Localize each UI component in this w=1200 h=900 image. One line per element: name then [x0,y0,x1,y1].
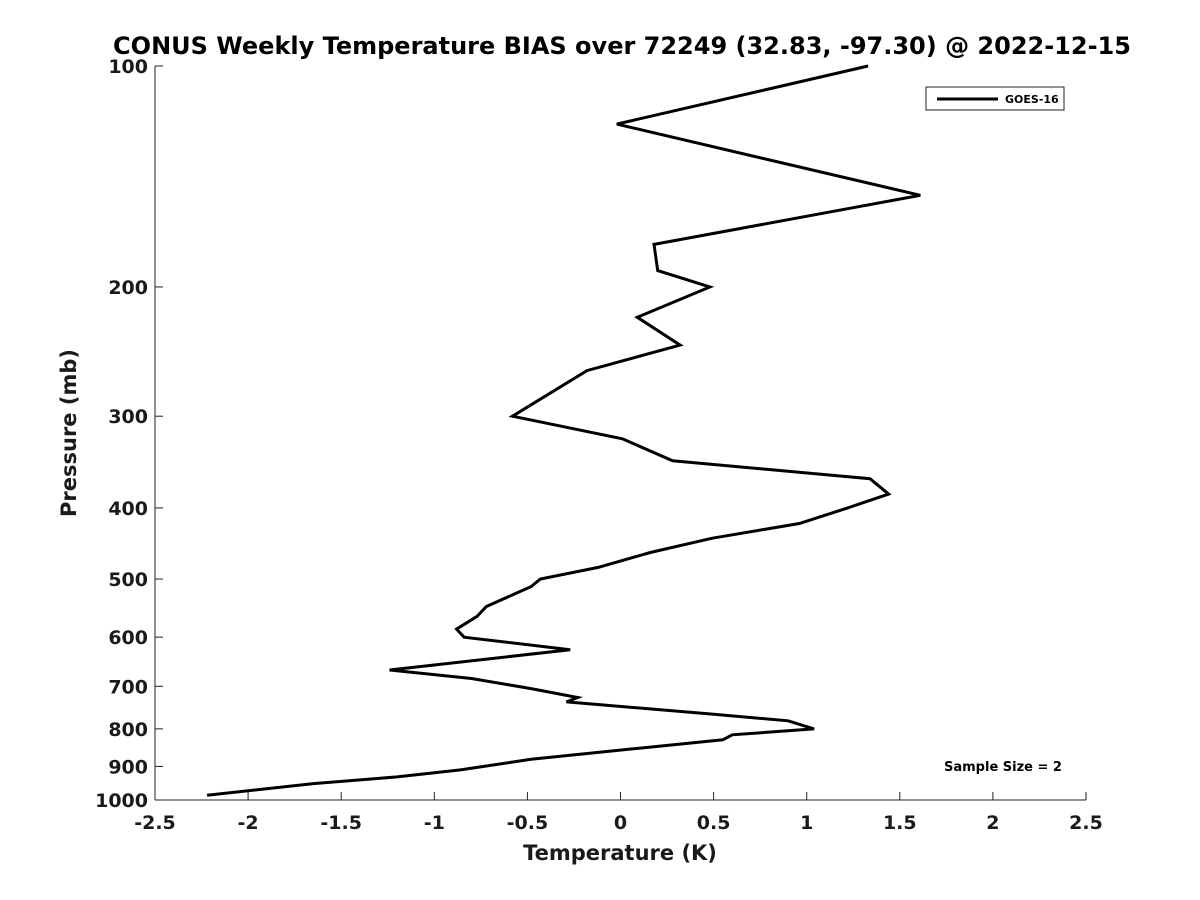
x-tick-label: 2 [986,812,999,834]
x-tick-label: 0 [614,812,627,834]
x-tick-label: 1.5 [883,812,917,834]
y-tick-label: 200 [108,277,148,299]
y-tick-label: 400 [108,498,148,520]
y-tick-label: 500 [108,569,148,591]
x-tick-label: -0.5 [507,812,549,834]
chart-title: CONUS Weekly Temperature BIAS over 72249… [113,32,1131,60]
x-tick-label: 0.5 [697,812,731,834]
y-axis-label: Pressure (mb) [57,349,81,517]
y-tick-label: 1000 [95,790,148,812]
y-tick-label: 800 [108,719,148,741]
sample-size-annotation: Sample Size = 2 [944,760,1062,775]
x-tick-label: -1.5 [320,812,362,834]
x-tick-label: -2.5 [134,812,176,834]
legend: GOES-16 [925,86,1065,111]
x-tick-label: 2.5 [1069,812,1103,834]
series-line-goes16 [206,64,921,797]
y-tick-label: 700 [108,676,148,698]
legend-label-goes16: GOES-16 [1005,93,1059,106]
plot-area [154,66,1086,801]
y-tick-label: 300 [108,406,148,428]
y-axis-ticks: 100 200 300 400 500 600 700 800 900 1000 [95,56,163,812]
x-tick-label: 1 [800,812,813,834]
x-tick-label: -1 [424,812,445,834]
y-tick-label: 900 [108,756,148,778]
y-tick-label: 100 [108,56,148,78]
y-tick-label: 600 [108,627,148,649]
x-axis-ticks: -2.5 -2 -1.5 -1 -0.5 0 0.5 1 1.5 2 2.5 [134,792,1103,834]
x-tick-label: -2 [238,812,259,834]
x-axis-label: Temperature (K) [523,841,717,865]
